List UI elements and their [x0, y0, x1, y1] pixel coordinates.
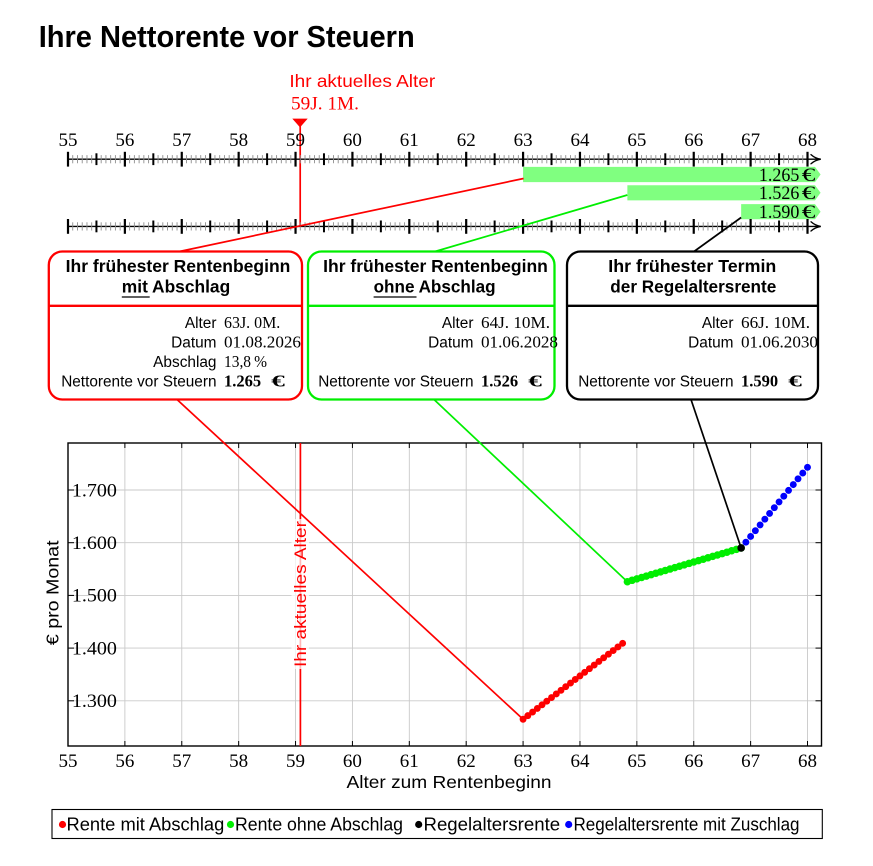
- svg-text:59: 59: [286, 751, 305, 772]
- svg-text:66: 66: [684, 130, 703, 151]
- svg-text:Ihr frühester Rentenbeginn: Ihr frühester Rentenbeginn: [323, 256, 548, 276]
- svg-text:67: 67: [741, 130, 760, 151]
- svg-text:mit Abschlag: mit Abschlag: [122, 277, 230, 297]
- svg-text:€: €: [802, 183, 816, 204]
- svg-text:1.526: 1.526: [759, 183, 799, 204]
- svg-text:Alter: Alter: [702, 315, 734, 332]
- svg-text:Ihr frühester Rentenbeginn: Ihr frühester Rentenbeginn: [66, 256, 291, 276]
- svg-text:57: 57: [172, 130, 191, 151]
- svg-text:66J. 10M.: 66J. 10M.: [741, 313, 810, 332]
- svg-text:Ihr aktuelles Alter: Ihr aktuelles Alter: [289, 71, 435, 91]
- svg-text:57: 57: [172, 751, 191, 772]
- svg-text:Nettorente vor Steuern: Nettorente vor Steuern: [578, 373, 733, 390]
- svg-text:Alter zum Rentenbeginn: Alter zum Rentenbeginn: [347, 772, 552, 792]
- svg-text:66: 66: [684, 751, 703, 772]
- svg-text:59J. 1M.: 59J. 1M.: [291, 94, 359, 115]
- svg-text:56: 56: [115, 751, 134, 772]
- svg-text:63J. 0M.: 63J. 0M.: [224, 313, 280, 332]
- svg-text:€: €: [528, 371, 543, 390]
- svg-text:63: 63: [514, 130, 533, 151]
- svg-text:Nettorente vor Steuern: Nettorente vor Steuern: [61, 373, 216, 390]
- svg-text:Datum: Datum: [688, 335, 733, 352]
- svg-text:1.526: 1.526: [481, 371, 518, 390]
- svg-text:der Regelaltersrente: der Regelaltersrente: [610, 277, 776, 297]
- svg-text:Alter: Alter: [442, 315, 474, 332]
- svg-text:63: 63: [514, 751, 533, 772]
- svg-text:65: 65: [627, 751, 646, 772]
- svg-text:55: 55: [59, 130, 78, 151]
- svg-text:61: 61: [400, 751, 419, 772]
- svg-text:Datum: Datum: [171, 335, 216, 352]
- svg-text:64: 64: [570, 751, 590, 772]
- svg-text:1.300: 1.300: [72, 691, 117, 712]
- svg-text:Rente mit Abschlag: Rente mit Abschlag: [67, 813, 225, 834]
- svg-text:56: 56: [115, 130, 134, 151]
- svg-text:1.265: 1.265: [224, 371, 261, 390]
- svg-text:60: 60: [343, 751, 362, 772]
- svg-text:64: 64: [570, 130, 590, 151]
- svg-text:59: 59: [286, 130, 305, 151]
- svg-text:01.08.2026: 01.08.2026: [224, 333, 301, 352]
- svg-text:€ pro Monat: € pro Monat: [43, 540, 63, 645]
- svg-text:1.265: 1.265: [759, 165, 799, 186]
- svg-text:1.600: 1.600: [72, 533, 117, 554]
- svg-text:Abschlag: Abschlag: [153, 354, 216, 371]
- svg-text:55: 55: [59, 751, 78, 772]
- svg-text:Rente ohne Abschlag: Rente ohne Abschlag: [235, 813, 403, 834]
- svg-text:€: €: [802, 202, 816, 223]
- svg-text:68: 68: [798, 751, 817, 772]
- svg-text:1.590: 1.590: [741, 371, 778, 390]
- svg-text:Regelaltersrente mit Zuschlag: Regelaltersrente mit Zuschlag: [574, 813, 800, 834]
- svg-text:Datum: Datum: [428, 335, 473, 352]
- svg-text:ohne Abschlag: ohne Abschlag: [374, 277, 496, 297]
- svg-text:Ihr aktuelles Alter: Ihr aktuelles Alter: [291, 521, 310, 667]
- svg-text:68: 68: [798, 130, 817, 151]
- svg-text:13,8 %: 13,8 %: [224, 352, 267, 371]
- svg-text:Alter: Alter: [185, 315, 217, 332]
- svg-text:64J. 10M.: 64J. 10M.: [481, 313, 550, 332]
- svg-text:1.500: 1.500: [72, 586, 117, 607]
- svg-text:Regelaltersrente: Regelaltersrente: [424, 813, 561, 834]
- svg-text:1.700: 1.700: [72, 480, 117, 501]
- svg-text:67: 67: [741, 751, 760, 772]
- svg-text:€: €: [788, 371, 803, 390]
- svg-text:61: 61: [400, 130, 419, 151]
- svg-text:62: 62: [457, 130, 476, 151]
- svg-text:Ihr frühester Termin: Ihr frühester Termin: [608, 256, 776, 276]
- svg-text:58: 58: [229, 751, 248, 772]
- svg-text:58: 58: [229, 130, 248, 151]
- svg-text:01.06.2028: 01.06.2028: [481, 333, 558, 352]
- svg-text:€: €: [271, 371, 286, 390]
- svg-text:1.400: 1.400: [72, 638, 117, 659]
- svg-text:Ihre Nettorente vor Steuern: Ihre Nettorente vor Steuern: [39, 19, 415, 54]
- svg-text:Nettorente vor Steuern: Nettorente vor Steuern: [318, 373, 473, 390]
- svg-text:62: 62: [457, 751, 476, 772]
- svg-text:€: €: [802, 165, 816, 186]
- svg-text:01.06.2030: 01.06.2030: [741, 333, 818, 352]
- svg-text:60: 60: [343, 130, 362, 151]
- svg-text:1.590: 1.590: [759, 202, 799, 223]
- svg-text:65: 65: [627, 130, 646, 151]
